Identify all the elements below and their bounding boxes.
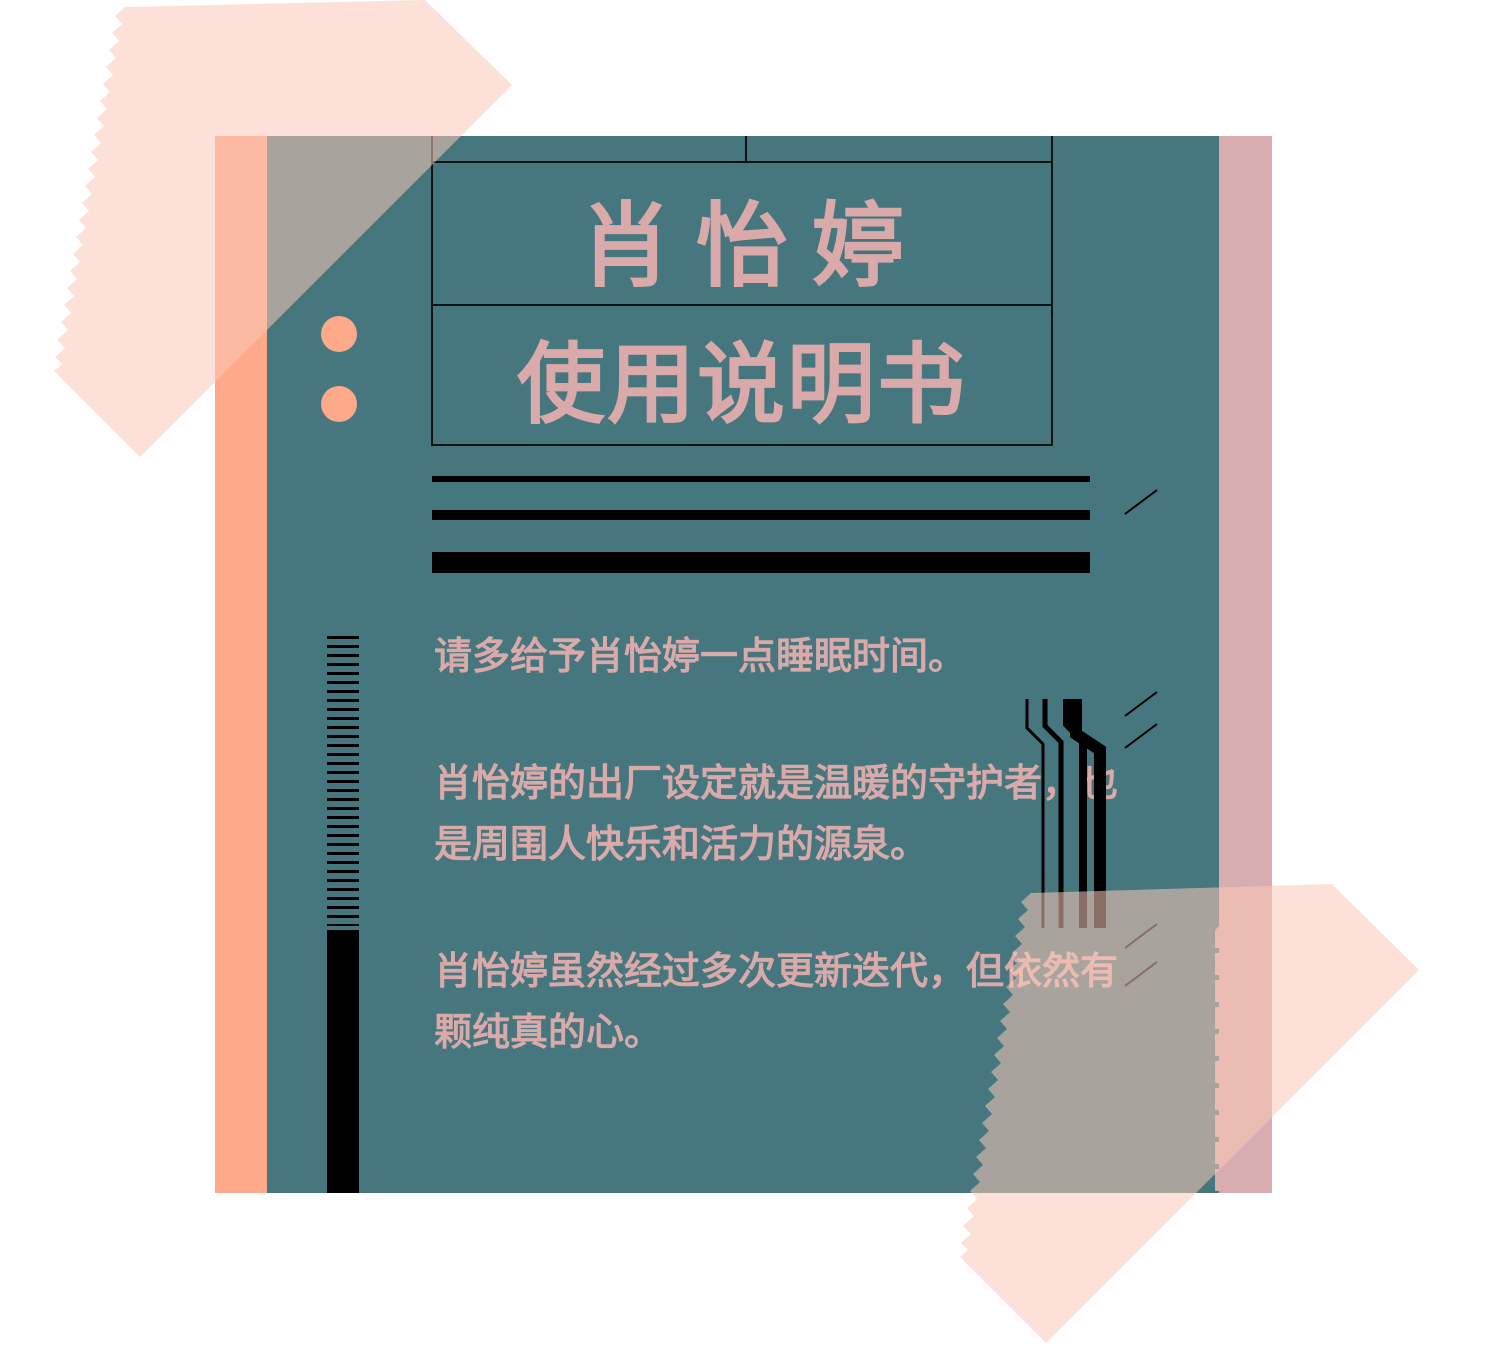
tape-top-left-icon (54, 0, 512, 457)
tape-bottom-right-icon (960, 884, 1419, 1343)
